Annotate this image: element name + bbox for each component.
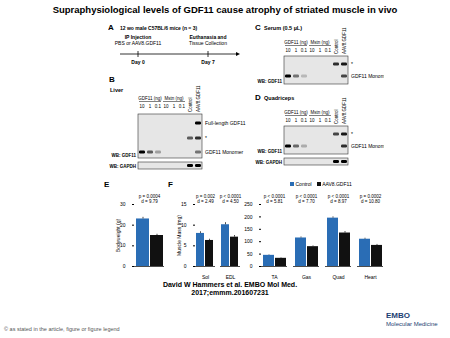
svg-text:100: 100 — [244, 238, 253, 244]
svg-text:GDF11 Monomer: GDF11 Monomer — [351, 73, 384, 79]
svg-text:Mstn (ng): Mstn (ng) — [310, 110, 330, 115]
svg-text:0: 0 — [184, 263, 187, 269]
svg-text:0: 0 — [250, 263, 253, 269]
html-text:AAV8.GDF11: AAV8.GDF11 — [322, 181, 352, 187]
svg-text:10: 10 — [285, 118, 291, 123]
svg-text:10: 10 — [309, 118, 315, 123]
svg-text:0.1: 0.1 — [301, 118, 308, 123]
svg-text:10: 10 — [180, 221, 187, 228]
svg-text:TA: TA — [271, 274, 278, 280]
svg-text:Muscle Mass (mg): Muscle Mass (mg) — [176, 215, 182, 256]
svg-text:250: 250 — [244, 201, 253, 207]
svg-text:AAV8.GDF11: AAV8.GDF11 — [342, 27, 347, 54]
svg-text:12 wo male C57BL/6 mice (n = 3: 12 wo male C57BL/6 mice (n = 3) — [120, 25, 197, 31]
svg-text:PBS or AAV8.GDF11: PBS or AAV8.GDF11 — [115, 40, 162, 46]
html-text:Control: Control — [295, 181, 312, 187]
svg-text:p = 0.0002d = 10.80: p = 0.0002d = 10.80 — [360, 194, 382, 204]
svg-text:p < 0.0001d = 8.97: p < 0.0001d = 8.97 — [328, 194, 350, 204]
svg-text:Day 7: Day 7 — [201, 59, 215, 65]
html-text:© as stated in the article, fi: © as stated in the article, figure or fi… — [4, 326, 120, 332]
svg-text:*: * — [351, 61, 353, 67]
svg-text:GDF11 (ng): GDF11 (ng) — [284, 40, 308, 45]
svg-text:WB: GDF11: WB: GDF11 — [257, 149, 282, 154]
svg-text:AAV8.GDF11: AAV8.GDF11 — [196, 85, 201, 112]
svg-text:0: 0 — [123, 263, 126, 269]
svg-text:Heart: Heart — [364, 274, 377, 280]
svg-text:5: 5 — [184, 242, 187, 248]
svg-text:Control: Control — [334, 39, 339, 54]
svg-text:0.1: 0.1 — [325, 118, 332, 123]
svg-text:Euthanasia and: Euthanasia and — [189, 34, 227, 40]
svg-text:Mstn (ng): Mstn (ng) — [164, 96, 184, 101]
svg-text:*: * — [205, 135, 207, 141]
svg-text:Quadriceps: Quadriceps — [264, 95, 294, 101]
svg-text:GDF11 Monomer: GDF11 Monomer — [351, 143, 384, 149]
svg-text:150: 150 — [244, 226, 253, 232]
svg-text:p < 0.0001d = 7.70: p < 0.0001d = 7.70 — [296, 194, 318, 204]
svg-text:Mstn (ng): Mstn (ng) — [310, 40, 330, 45]
html-text:EMBO: EMBO — [386, 311, 410, 320]
svg-text:p < 0.0001d = 5.81: p < 0.0001d = 5.81 — [264, 194, 286, 204]
svg-text:Sol: Sol — [202, 274, 209, 280]
svg-text:WB: GDF11: WB: GDF11 — [111, 153, 136, 158]
svg-text:EDL: EDL — [226, 274, 236, 280]
svg-text:50: 50 — [247, 251, 253, 257]
svg-text:0.1: 0.1 — [325, 48, 332, 53]
html-text:F: F — [168, 180, 173, 189]
svg-text:1: 1 — [173, 104, 176, 109]
svg-text:Full-length GDF11: Full-length GDF11 — [205, 120, 246, 126]
svg-text:WB: GAPDH: WB: GAPDH — [256, 160, 283, 165]
svg-text:C: C — [255, 23, 261, 32]
svg-text:10: 10 — [309, 48, 315, 53]
svg-text:A: A — [108, 23, 114, 32]
svg-text:1: 1 — [149, 104, 152, 109]
svg-text:1: 1 — [319, 118, 322, 123]
svg-text:Day 0: Day 0 — [131, 59, 145, 65]
svg-text:Bodyweight (g): Bodyweight (g) — [115, 218, 121, 252]
svg-text:Serum (0.5 µL): Serum (0.5 µL) — [264, 25, 302, 31]
svg-text:1: 1 — [295, 118, 298, 123]
html-text:David W Hammers et al. EMBO Mo: David W Hammers et al. EMBO Mol Med. — [162, 281, 298, 288]
svg-text:p < 0.0001d = 4.50: p < 0.0001d = 4.50 — [220, 194, 242, 204]
svg-text:0.1: 0.1 — [301, 48, 308, 53]
svg-text:Quad: Quad — [332, 274, 344, 280]
svg-text:Control: Control — [334, 109, 339, 124]
svg-text:0.1: 0.1 — [155, 104, 162, 109]
svg-text:10: 10 — [139, 104, 145, 109]
svg-text:GDF11 Monomer: GDF11 Monomer — [205, 149, 244, 155]
svg-text:B: B — [109, 75, 115, 84]
svg-text:IP Injection: IP Injection — [124, 34, 152, 40]
svg-text:p = 0.002d = 2.49: p = 0.002d = 2.49 — [196, 194, 215, 204]
svg-text:D: D — [255, 93, 261, 102]
svg-text:Control: Control — [188, 97, 193, 112]
svg-text:Tissue Collection: Tissue Collection — [189, 40, 227, 46]
svg-text:0.1: 0.1 — [179, 104, 186, 109]
svg-text:*: * — [351, 131, 353, 137]
svg-text:p = 0.0004d = 9.79: p = 0.0004d = 9.79 — [139, 194, 161, 204]
html-text:E: E — [104, 180, 110, 189]
svg-text:15: 15 — [181, 201, 187, 207]
svg-text:WB: GAPDH: WB: GAPDH — [110, 164, 137, 169]
svg-text:GDF11 (ng): GDF11 (ng) — [138, 96, 162, 101]
svg-text:10: 10 — [119, 242, 126, 249]
svg-text:WB: GDF11: WB: GDF11 — [257, 79, 282, 84]
svg-text:Liver: Liver — [110, 87, 124, 93]
html-text:2017;emmm.201607231: 2017;emmm.201607231 — [191, 289, 269, 296]
svg-text:20: 20 — [119, 221, 126, 228]
html-text:Molecular Medicine: Molecular Medicine — [386, 321, 438, 327]
svg-text:1: 1 — [319, 48, 322, 53]
svg-text:30: 30 — [120, 201, 126, 207]
svg-text:GDF11 (ng): GDF11 (ng) — [284, 110, 308, 115]
svg-text:Gas: Gas — [302, 274, 312, 280]
svg-text:AAV8.GDF11: AAV8.GDF11 — [342, 97, 347, 124]
svg-text:1: 1 — [295, 48, 298, 53]
svg-text:10: 10 — [285, 48, 291, 53]
svg-text:10: 10 — [163, 104, 169, 109]
svg-text:200: 200 — [244, 214, 253, 220]
html-text:Supraphysiological levels of G: Supraphysiological levels of GDF11 cause… — [52, 4, 398, 15]
